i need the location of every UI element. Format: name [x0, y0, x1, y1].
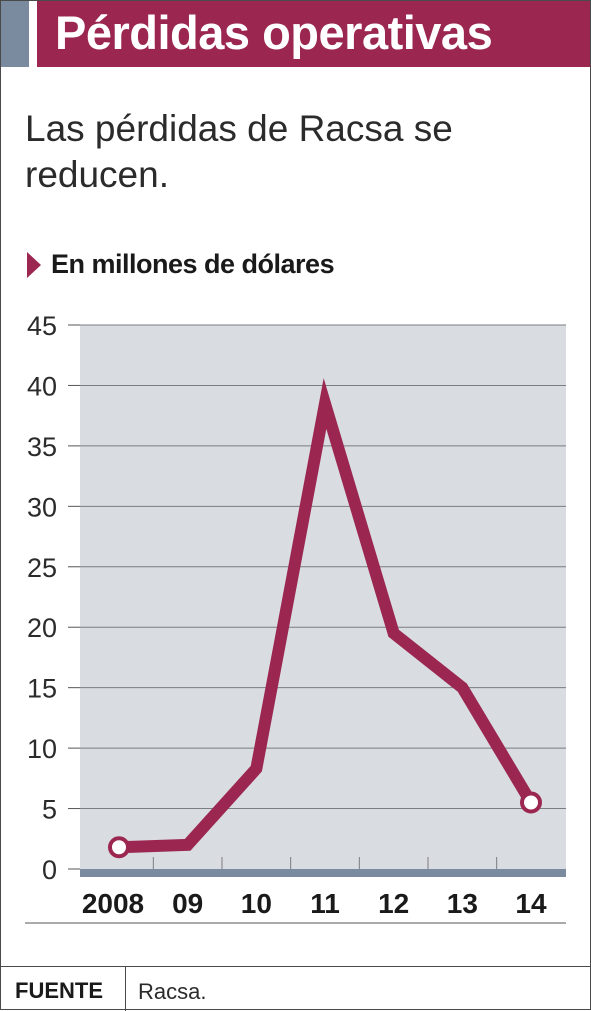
source-label: FUENTE	[15, 978, 103, 1003]
series-layer	[108, 378, 542, 859]
y-tick-label: 15	[27, 674, 57, 704]
y-tick-label: 40	[27, 371, 57, 401]
x-tick-label: 2008	[82, 888, 144, 919]
y-tick-label: 10	[27, 734, 57, 764]
line-chart: 0 5 10 15 20 25 30 35 40 45 2008 09 10 11 12 13 14	[25, 311, 566, 924]
y-tick-label: 35	[27, 432, 57, 462]
subtitle: Las pérdidas de Racsa se reducen.	[25, 108, 453, 195]
series-line	[118, 378, 537, 854]
unit-label: En millones de dólares	[51, 249, 335, 279]
y-tick-label: 20	[27, 613, 57, 643]
data-point-marker	[520, 791, 542, 814]
page-title: Pérdidas operativas	[55, 6, 493, 59]
triangle-bullet-icon	[27, 252, 41, 278]
x-tick-label: 14	[515, 888, 547, 919]
x-axis-baseline	[80, 869, 566, 877]
title-bar: Pérdidas operativas	[37, 1, 590, 67]
x-tick-label: 13	[447, 888, 478, 919]
x-tick-label: 09	[172, 888, 203, 919]
data-point-marker	[108, 836, 130, 859]
y-tick-label: 0	[42, 855, 57, 885]
title-accent-block	[1, 1, 29, 67]
x-tick-label: 10	[241, 888, 272, 919]
source-text: Racsa.	[138, 979, 207, 1004]
footer-separator	[125, 966, 126, 1011]
footer-divider	[1, 966, 590, 967]
grid-layer	[25, 324, 566, 924]
y-tick-label: 45	[27, 311, 57, 341]
x-tick-label: 11	[310, 888, 340, 919]
y-tick-label: 25	[27, 553, 57, 583]
x-tick-label: 12	[378, 888, 409, 919]
y-tick-label: 30	[27, 492, 57, 522]
label-layer: 0 5 10 15 20 25 30 35 40 45 2008 09 10 11 12 13 14	[27, 311, 547, 919]
y-tick-label: 5	[42, 795, 57, 825]
